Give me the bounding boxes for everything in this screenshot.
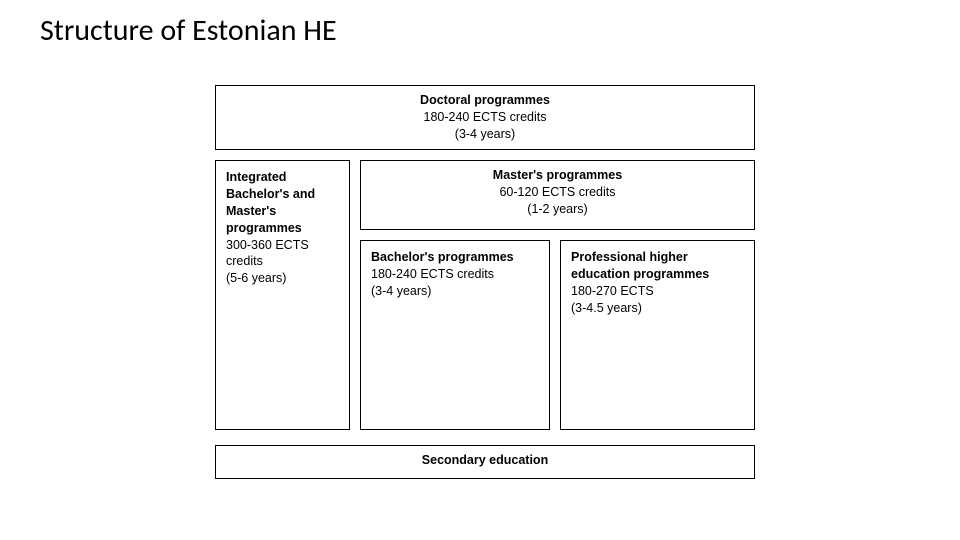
bachelor-credits: 180-240 ECTS credits — [371, 266, 539, 283]
box-professional: Professional higher education programmes… — [560, 240, 755, 430]
bachelor-title: Bachelor's programmes — [371, 249, 539, 266]
slide: Structure of Estonian HE Doctoral progra… — [0, 0, 960, 540]
doctoral-years: (3-4 years) — [226, 126, 744, 143]
professional-title: Professional higher education programmes — [571, 249, 744, 283]
integrated-title: Integrated Bachelor's and Master's progr… — [226, 169, 339, 237]
doctoral-title: Doctoral programmes — [226, 92, 744, 109]
box-bachelor: Bachelor's programmes 180-240 ECTS credi… — [360, 240, 550, 430]
box-doctoral: Doctoral programmes 180-240 ECTS credits… — [215, 85, 755, 150]
bachelor-years: (3-4 years) — [371, 283, 539, 300]
box-master: Master's programmes 60-120 ECTS credits … — [360, 160, 755, 230]
doctoral-credits: 180-240 ECTS credits — [226, 109, 744, 126]
integrated-years: (5-6 years) — [226, 270, 339, 287]
he-structure-diagram: Doctoral programmes 180-240 ECTS credits… — [215, 85, 755, 505]
master-title: Master's programmes — [371, 167, 744, 184]
professional-years: (3-4.5 years) — [571, 300, 744, 317]
master-credits: 60-120 ECTS credits — [371, 184, 744, 201]
box-secondary: Secondary education — [215, 445, 755, 479]
secondary-title: Secondary education — [226, 452, 744, 469]
box-integrated: Integrated Bachelor's and Master's progr… — [215, 160, 350, 430]
professional-credits: 180-270 ECTS — [571, 283, 744, 300]
integrated-credits: 300-360 ECTS credits — [226, 237, 339, 271]
page-title: Structure of Estonian HE — [40, 12, 337, 49]
master-years: (1-2 years) — [371, 201, 744, 218]
